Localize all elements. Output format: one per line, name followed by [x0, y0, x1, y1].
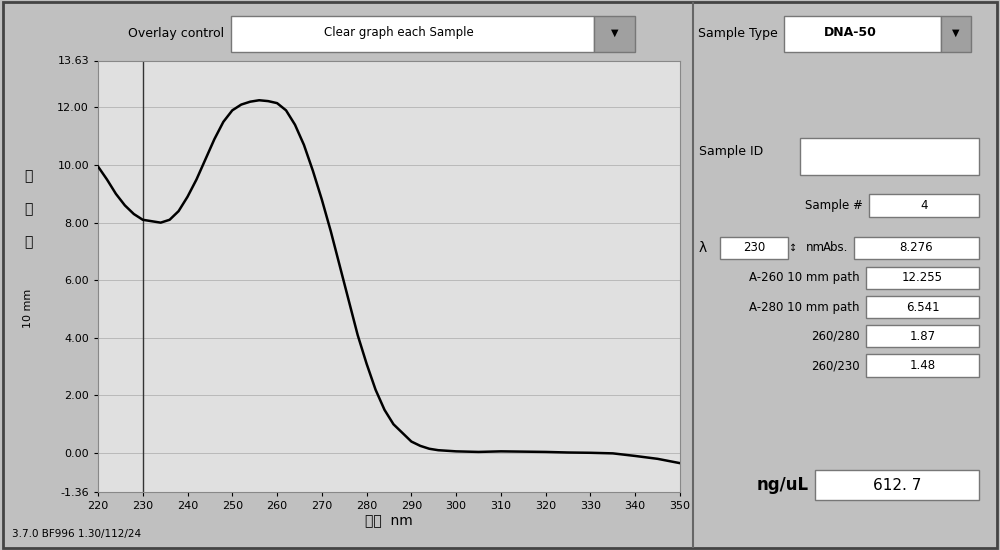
FancyBboxPatch shape — [869, 194, 979, 217]
Text: 10 mm: 10 mm — [23, 288, 33, 328]
FancyBboxPatch shape — [866, 267, 979, 289]
FancyBboxPatch shape — [815, 470, 979, 500]
Text: 1.48: 1.48 — [909, 359, 936, 372]
FancyBboxPatch shape — [784, 16, 941, 52]
Text: 8.276: 8.276 — [900, 241, 933, 255]
Text: A-280 10 mm path: A-280 10 mm path — [749, 301, 860, 314]
Text: ↕: ↕ — [789, 243, 797, 252]
Text: 4: 4 — [920, 199, 928, 212]
FancyBboxPatch shape — [866, 325, 979, 348]
Text: 光: 光 — [24, 202, 32, 216]
FancyBboxPatch shape — [720, 236, 788, 260]
Text: Abs.: Abs. — [823, 241, 848, 254]
Text: Sample Type: Sample Type — [698, 26, 778, 40]
Text: 612. 7: 612. 7 — [873, 478, 921, 493]
FancyBboxPatch shape — [800, 138, 979, 175]
Text: DNA-50: DNA-50 — [824, 25, 876, 39]
Text: Overlay control: Overlay control — [128, 26, 224, 40]
Text: A-260 10 mm path: A-260 10 mm path — [749, 271, 860, 284]
Text: λ: λ — [699, 241, 707, 255]
X-axis label: 波长  nm: 波长 nm — [365, 514, 413, 528]
FancyBboxPatch shape — [866, 354, 979, 377]
Text: ng/uL: ng/uL — [757, 476, 809, 494]
Text: 3.7.0 BF996 1.30/112/24: 3.7.0 BF996 1.30/112/24 — [12, 529, 141, 538]
Text: 260/280: 260/280 — [811, 330, 860, 343]
Text: 6.541: 6.541 — [906, 301, 939, 314]
FancyBboxPatch shape — [941, 16, 971, 52]
FancyBboxPatch shape — [854, 236, 979, 260]
Text: 12.255: 12.255 — [902, 271, 943, 284]
Text: Clear graph each Sample: Clear graph each Sample — [324, 25, 474, 39]
FancyBboxPatch shape — [231, 16, 594, 52]
FancyBboxPatch shape — [866, 296, 979, 318]
FancyBboxPatch shape — [594, 16, 635, 52]
Text: Sample ID: Sample ID — [699, 145, 763, 158]
Text: 度: 度 — [24, 235, 32, 249]
Text: 1.87: 1.87 — [909, 330, 936, 343]
Text: ▼: ▼ — [611, 28, 618, 38]
Text: nm: nm — [806, 241, 825, 254]
Text: ▼: ▼ — [952, 28, 959, 38]
Text: 260/230: 260/230 — [811, 359, 860, 372]
Text: 230: 230 — [743, 241, 765, 255]
Text: 吸: 吸 — [24, 169, 32, 183]
Text: Sample #: Sample # — [805, 199, 863, 212]
